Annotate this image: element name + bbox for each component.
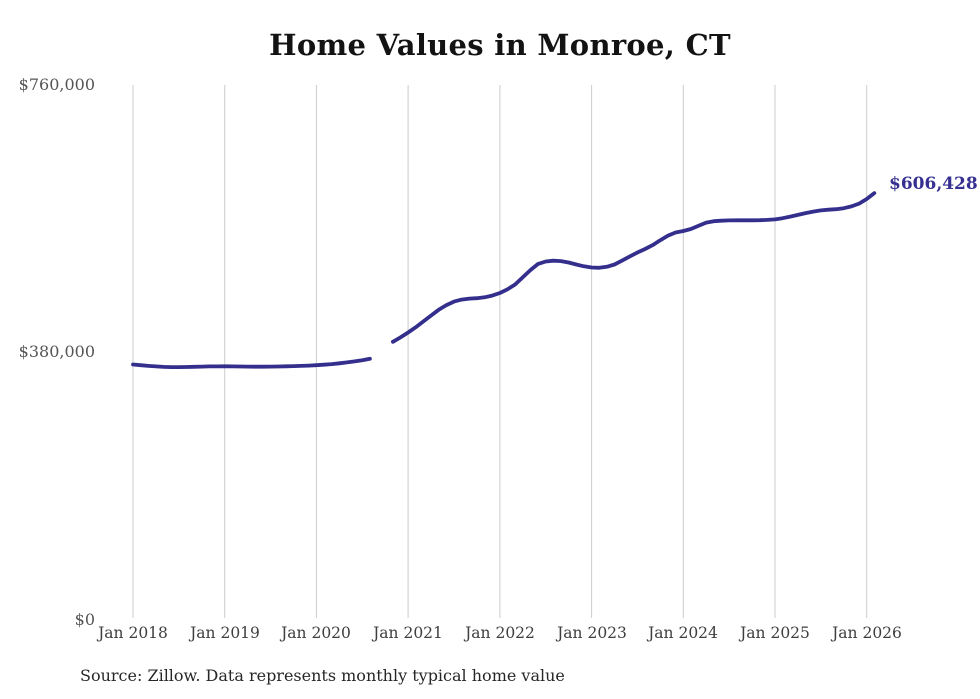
x-axis-tick-label: Jan 2020 (281, 624, 351, 642)
x-axis-tick-label: Jan 2019 (190, 624, 260, 642)
x-axis-tick-label: Jan 2022 (465, 624, 535, 642)
x-axis-tick-label: Jan 2024 (648, 624, 718, 642)
x-axis-tick-label: Jan 2025 (740, 624, 810, 642)
y-axis-tick-label: $380,000 (18, 342, 95, 361)
x-axis-tick-label: Jan 2026 (832, 624, 902, 642)
x-axis-tick-label: Jan 2018 (98, 624, 168, 642)
latest-value-label: $606,428 (889, 174, 978, 194)
source-note: Source: Zillow. Data represents monthly … (80, 666, 565, 685)
x-axis-tick-label: Jan 2023 (557, 624, 627, 642)
chart-title: Home Values in Monroe, CT (269, 28, 731, 62)
y-axis-tick-label: $0 (74, 610, 95, 629)
x-axis-tick-label: Jan 2021 (373, 624, 443, 642)
home-value-line-series (131, 191, 877, 369)
y-axis-tick-label: $760,000 (18, 75, 95, 94)
